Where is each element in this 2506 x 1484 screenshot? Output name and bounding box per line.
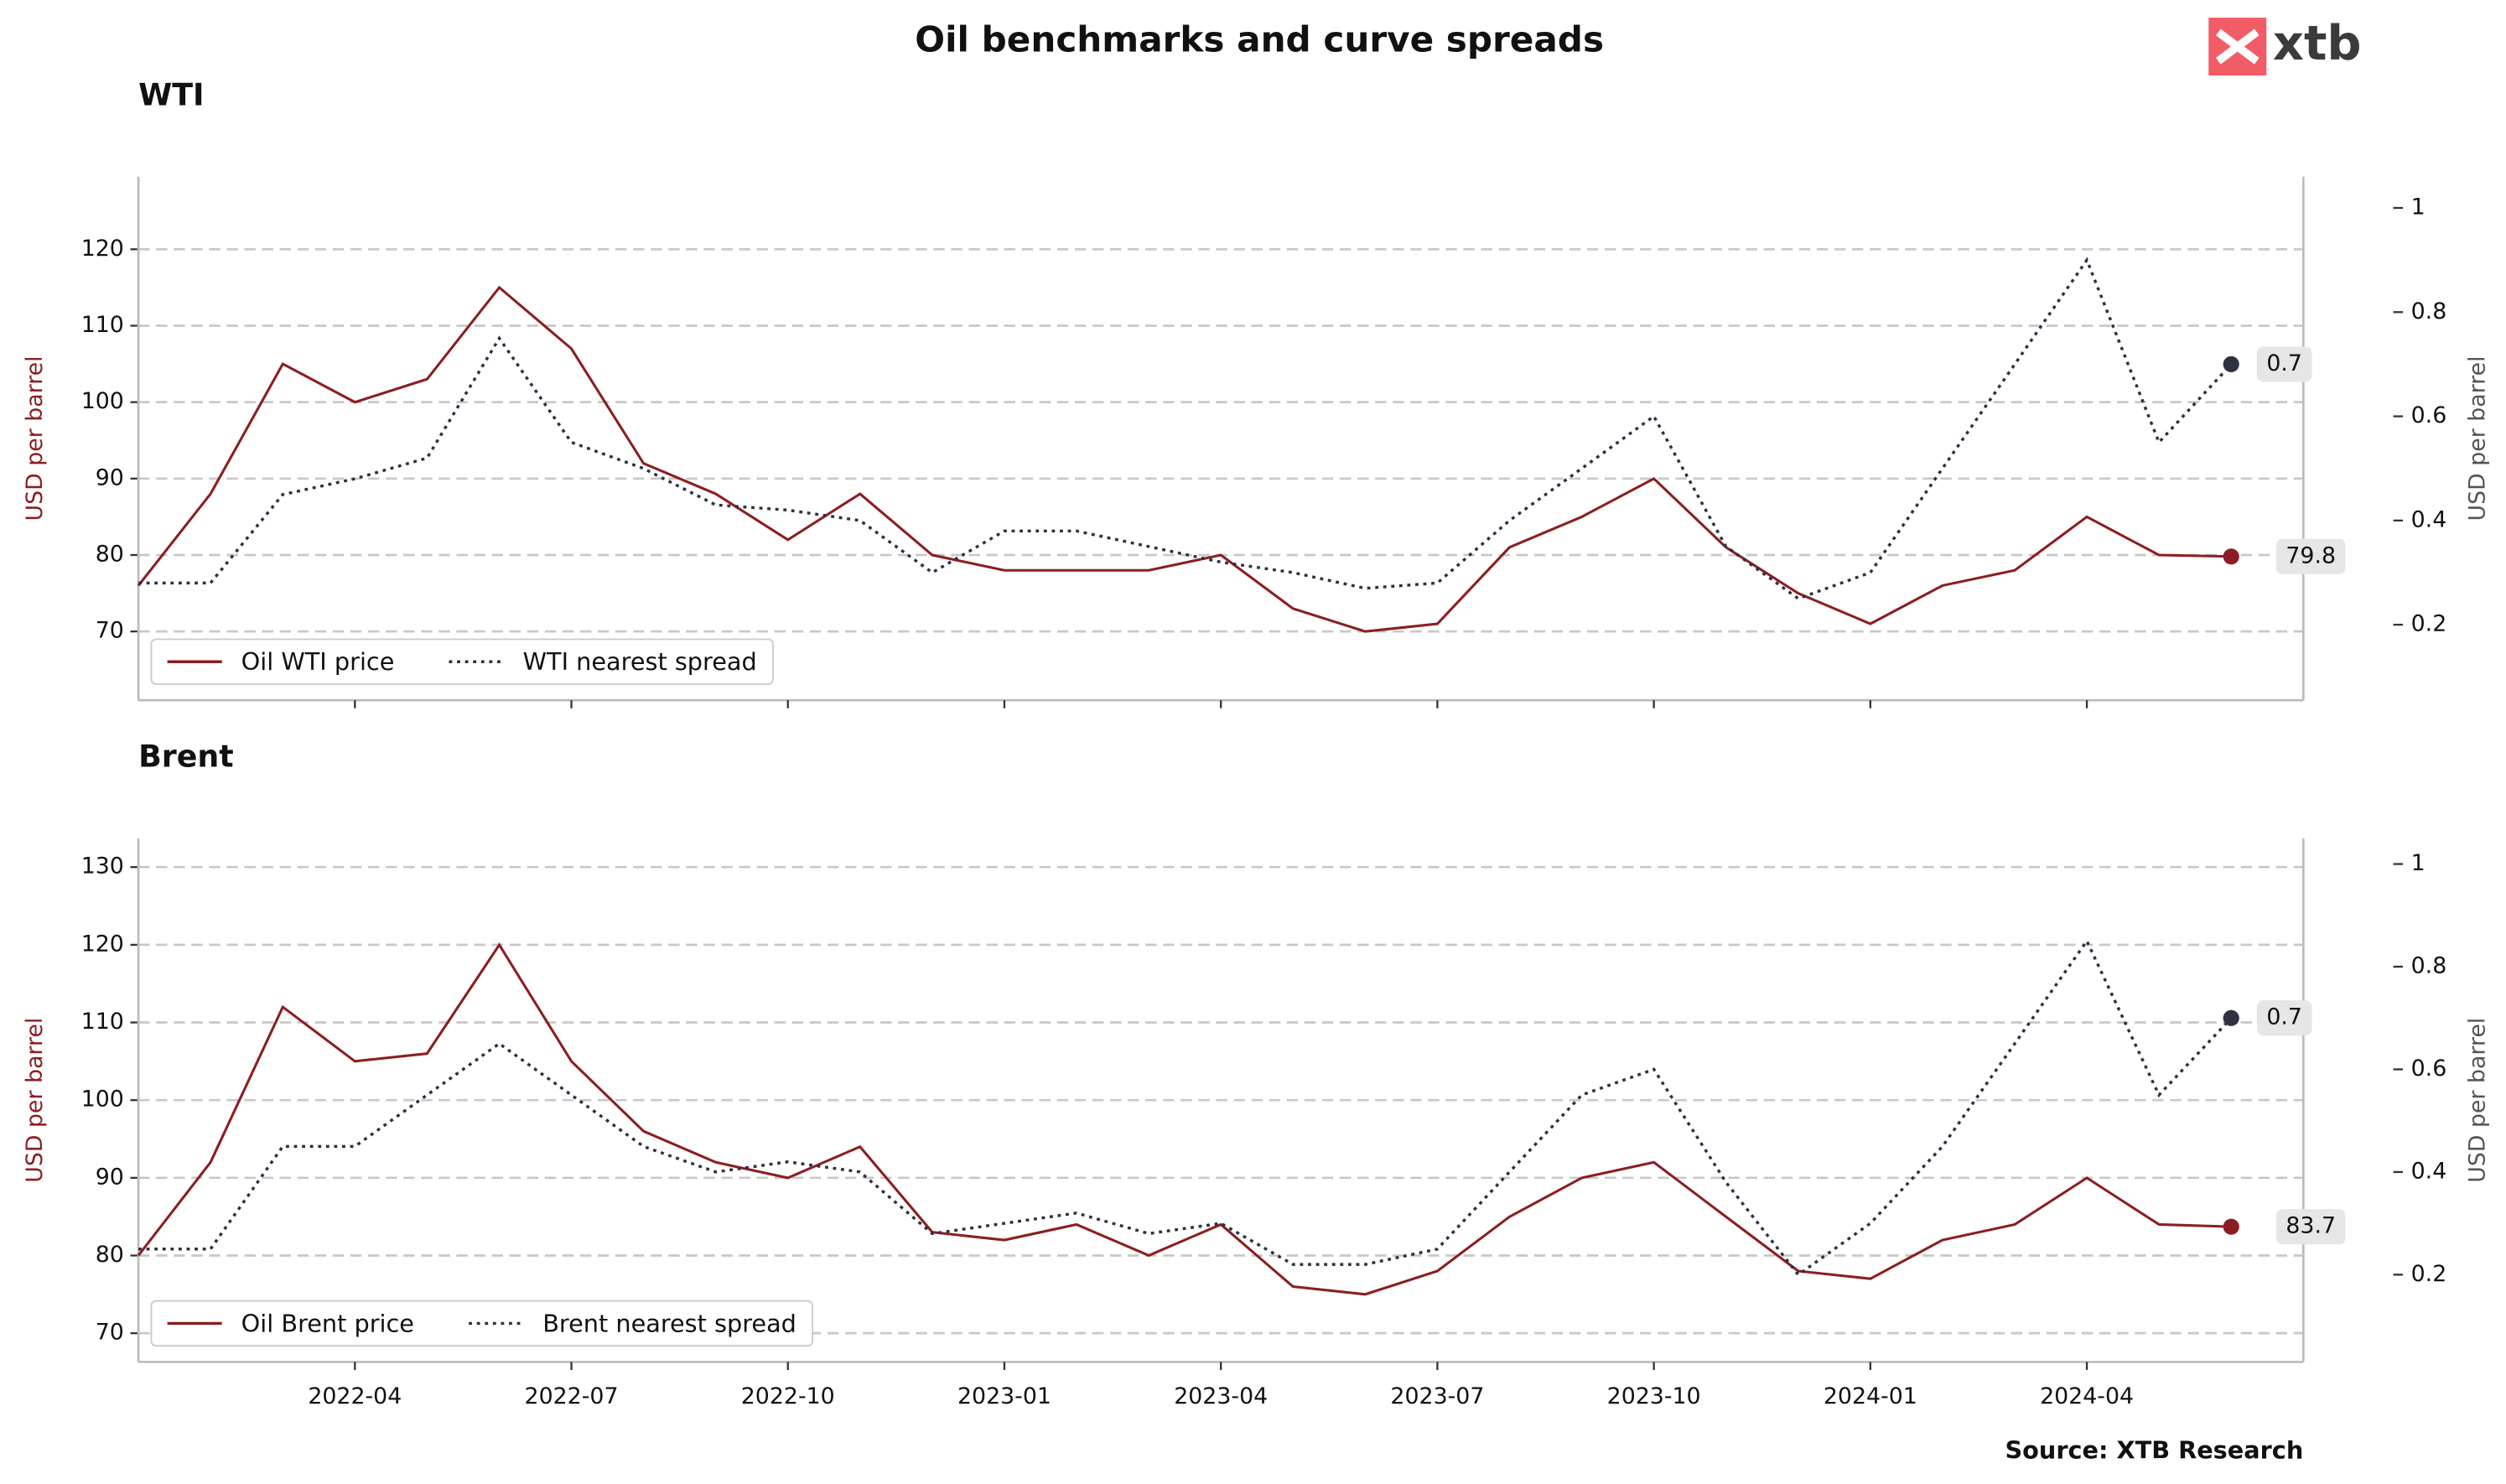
page-title: Oil benchmarks and curve spreads xyxy=(915,18,1604,60)
y2-axis-label: USD per barrel xyxy=(2465,1018,2491,1183)
end-label: 0.7 xyxy=(2266,1004,2302,1030)
logo-mark xyxy=(2215,29,2260,65)
y2-axis-label: USD per barrel xyxy=(2465,355,2491,521)
y-tick-label: 100 xyxy=(81,388,124,414)
x-tick-label: 2022-10 xyxy=(741,1383,835,1409)
y-tick-label: 120 xyxy=(81,931,124,957)
y2-tick-label: 0.6 xyxy=(2411,402,2447,428)
y2-tick-label: 0.6 xyxy=(2411,1056,2447,1082)
x-tick-label: 2024-04 xyxy=(2040,1383,2134,1409)
y-tick-label: 80 xyxy=(96,541,124,567)
series-line xyxy=(138,257,2233,600)
y2-tick-label: 1 xyxy=(2411,850,2426,876)
panel-title: WTI xyxy=(138,76,204,112)
y2-tick-label: 1 xyxy=(2411,194,2426,220)
y2-tick-label: 0.8 xyxy=(2411,298,2447,324)
end-marker xyxy=(2223,1009,2239,1026)
y2-tick-label: 0.8 xyxy=(2411,952,2447,978)
y-tick-label: 70 xyxy=(96,618,124,644)
series-line xyxy=(137,285,2232,633)
y-tick-label: 80 xyxy=(96,1242,124,1268)
legend xyxy=(150,1300,814,1347)
end-marker xyxy=(2223,548,2239,565)
end-label-box xyxy=(2256,1000,2312,1036)
x-tick-label: 2023-10 xyxy=(1607,1383,1701,1409)
logo-text: xtb xyxy=(2273,15,2362,71)
y-tick-label: 90 xyxy=(96,464,124,490)
series-line xyxy=(137,942,2232,1296)
end-label: 0.7 xyxy=(2266,350,2302,376)
legend-label: Oil WTI price xyxy=(241,647,395,676)
y-tick-label: 100 xyxy=(81,1087,124,1113)
legend xyxy=(150,638,774,685)
y-tick-label: 110 xyxy=(81,1009,124,1035)
x-tick-label: 2022-07 xyxy=(525,1383,619,1409)
end-label-box xyxy=(2275,538,2346,574)
x-tick-label: 2023-04 xyxy=(1174,1383,1268,1409)
y2-tick-label: 0.4 xyxy=(2411,1158,2447,1184)
x-tick-label: 2024-01 xyxy=(1824,1383,1917,1409)
y-tick-label: 120 xyxy=(81,236,124,262)
y-tick-label: 70 xyxy=(96,1320,124,1346)
end-marker xyxy=(2223,355,2239,372)
x-tick-label: 2023-01 xyxy=(957,1383,1051,1409)
end-label-box xyxy=(2275,1209,2346,1245)
x-tick-label: 2022-04 xyxy=(308,1383,402,1409)
y2-tick-label: 0.2 xyxy=(2411,611,2447,637)
y-axis-label: USD per barrel xyxy=(22,1018,48,1183)
series-line xyxy=(138,937,2233,1277)
x-tick-label: 2023-07 xyxy=(1390,1383,1484,1409)
end-label: 79.8 xyxy=(2285,542,2336,568)
panel-title: Brent xyxy=(138,739,234,775)
y-axis-label: USD per barrel xyxy=(22,355,48,521)
legend-label: WTI nearest spread xyxy=(523,647,757,676)
y-tick-label: 110 xyxy=(81,312,124,338)
logo: xtb xyxy=(2208,15,2362,76)
y-tick-label: 90 xyxy=(96,1164,124,1190)
end-label: 83.7 xyxy=(2285,1213,2336,1239)
end-label-box xyxy=(2256,346,2312,382)
y-tick-label: 130 xyxy=(81,854,124,880)
legend-label: Brent nearest spread xyxy=(542,1309,796,1337)
y2-tick-label: 0.2 xyxy=(2411,1261,2447,1287)
end-marker xyxy=(2223,1218,2239,1235)
y2-tick-label: 0.4 xyxy=(2411,506,2447,532)
legend-label: Oil Brent price xyxy=(241,1309,414,1337)
source: Source: XTB Research xyxy=(2005,1436,2303,1465)
